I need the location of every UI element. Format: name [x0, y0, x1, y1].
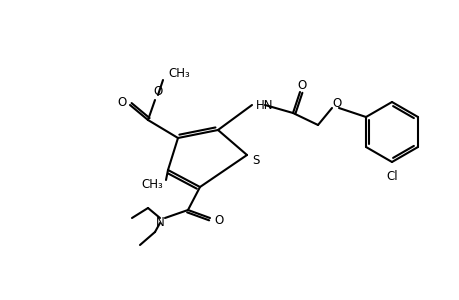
Text: O: O: [153, 85, 162, 98]
Text: CH₃: CH₃: [141, 178, 162, 190]
Text: O: O: [214, 214, 223, 227]
Text: O: O: [297, 79, 306, 92]
Text: HN: HN: [256, 98, 273, 112]
Text: O: O: [332, 97, 341, 110]
Text: Cl: Cl: [386, 169, 397, 182]
Text: S: S: [252, 154, 259, 166]
Text: N: N: [155, 217, 164, 230]
Text: O: O: [117, 95, 126, 109]
Text: CH₃: CH₃: [168, 67, 190, 80]
